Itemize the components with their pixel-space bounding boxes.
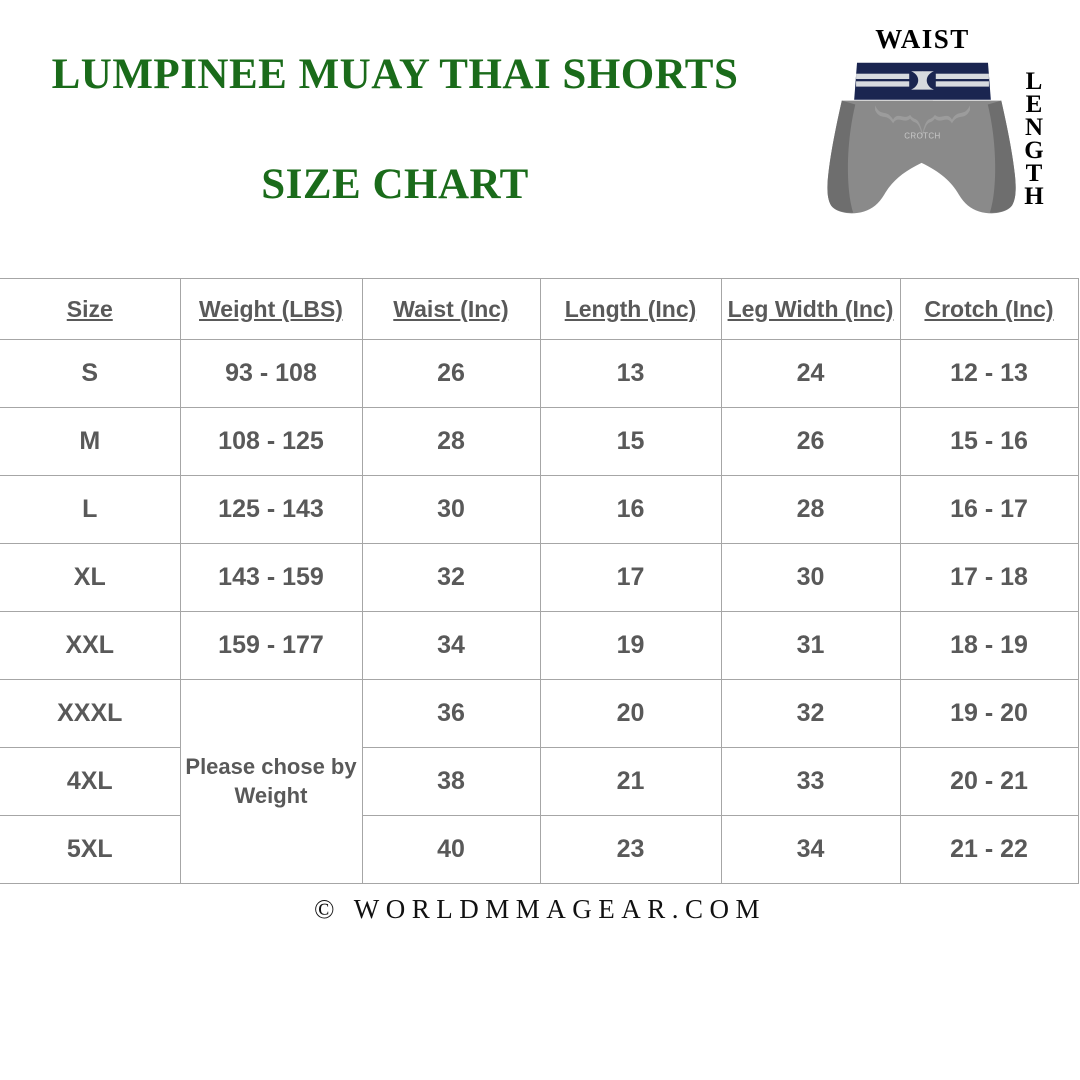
svg-text:CROTCH: CROTCH [904,132,940,141]
